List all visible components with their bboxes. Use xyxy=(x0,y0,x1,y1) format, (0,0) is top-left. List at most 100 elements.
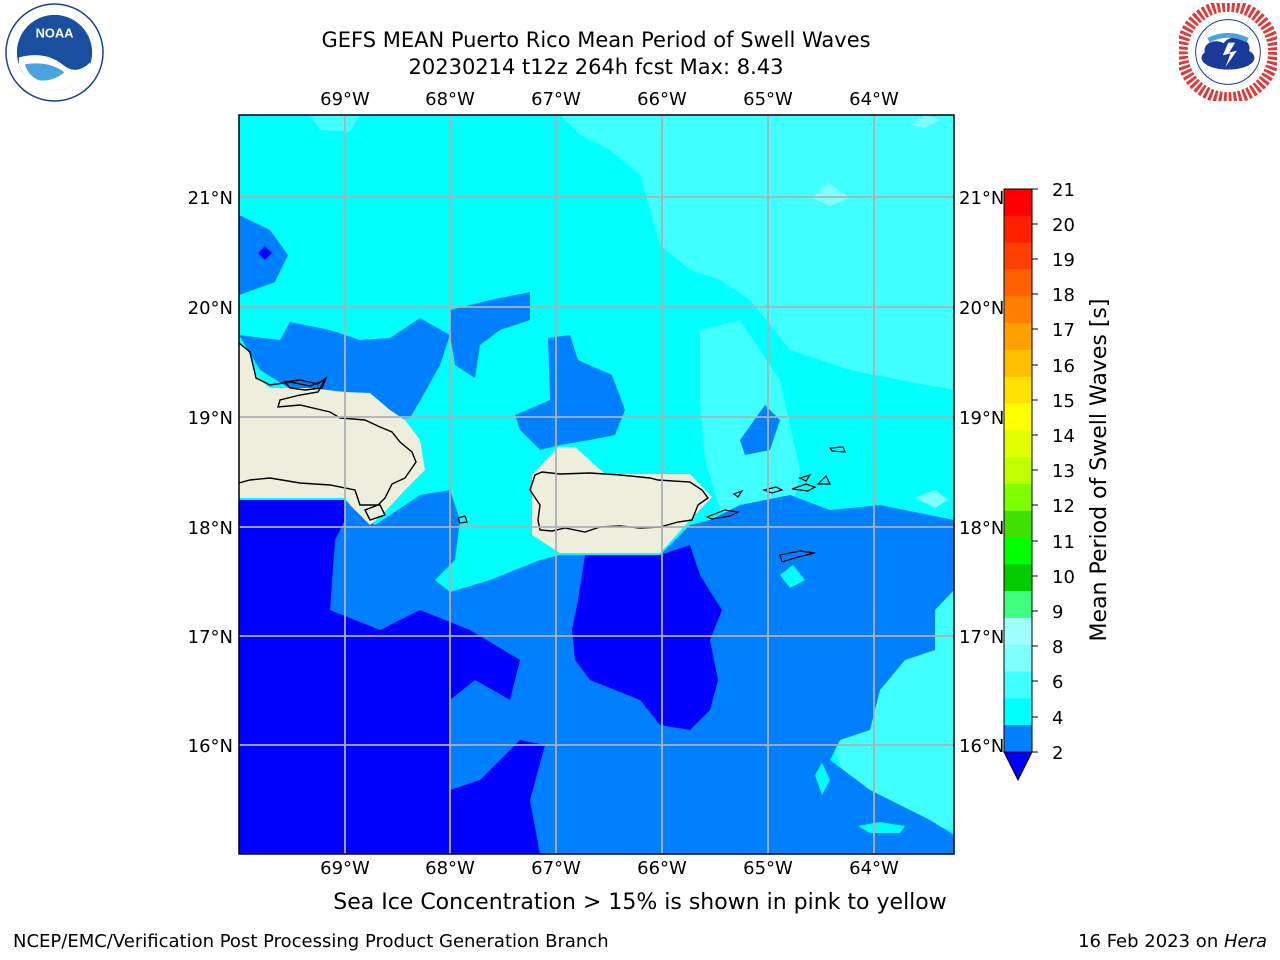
colorbar-tick-label: 19 xyxy=(1052,250,1075,271)
colorbar-tick-label: 6 xyxy=(1052,672,1063,693)
noaa-logo: NOAA xyxy=(5,3,104,102)
lon-label-top: 66°W xyxy=(637,89,687,110)
nws-logo xyxy=(1179,3,1277,101)
colorbar-segment xyxy=(1004,671,1032,699)
colorbar-tick-label: 14 xyxy=(1052,426,1075,447)
sea-ice-note: Sea Ice Concentration > 15% is shown in … xyxy=(333,890,947,915)
colorbar-segment xyxy=(1004,349,1032,378)
lat-label-right: 19°N xyxy=(959,408,1004,429)
colorbar-segment xyxy=(1004,430,1032,458)
colorbar-label: Mean Period of Swell Waves [s] xyxy=(1087,299,1112,642)
colorbar-segment xyxy=(1004,189,1032,217)
vieques-island xyxy=(705,509,740,520)
colorbar-segment xyxy=(1004,296,1032,324)
puerto-rico-coast xyxy=(529,471,709,533)
lat-label-right: 18°N xyxy=(959,518,1004,539)
band-8-9-patch-3 xyxy=(915,490,948,508)
lon-labels: 69°W 68°W 67°W 66°W 65°W 64°W 69°W 68°W … xyxy=(320,89,899,879)
lat-label-left: 19°N xyxy=(188,408,233,429)
hispaniola-north-cape xyxy=(283,375,328,391)
lon-label-bottom: 65°W xyxy=(743,858,793,879)
colorbar-tick-label: 9 xyxy=(1052,602,1063,623)
lat-label-left: 16°N xyxy=(188,736,233,757)
lat-labels: 21°N 20°N 19°N 18°N 17°N 16°N 21°N 20°N … xyxy=(188,188,1005,757)
colorbar-segment xyxy=(1004,510,1032,539)
virgin-islands xyxy=(732,473,831,498)
colorbar-tick-label: 16 xyxy=(1052,356,1075,377)
anegada-island xyxy=(828,446,846,453)
chart-title: GEFS MEAN Puerto Rico Mean Period of Swe… xyxy=(321,28,871,52)
map-gridlines xyxy=(239,115,954,854)
colorbar-tick-label: 10 xyxy=(1052,567,1075,588)
colorbar-segment xyxy=(1004,215,1032,244)
lat-label-right: 16°N xyxy=(959,736,1004,757)
chart-subtitle: 20230214 t12z 264h fcst Max: 8.43 xyxy=(408,55,784,79)
lat-label-right: 17°N xyxy=(959,627,1004,648)
lat-label-right: 21°N xyxy=(959,188,1004,209)
lat-label-left: 20°N xyxy=(188,298,233,319)
lat-label-left: 18°N xyxy=(188,518,233,539)
lon-label-top: 65°W xyxy=(743,89,793,110)
st-croix-island xyxy=(779,550,816,563)
colorbar-segment xyxy=(1004,457,1032,485)
band-6-8-top-strip xyxy=(310,115,360,132)
band-4-6-patch-south-1 xyxy=(780,565,805,588)
colorbar-tick-label: 17 xyxy=(1052,320,1075,341)
colorbar-segment xyxy=(1004,617,1032,646)
colorbar-extend-arrow xyxy=(1003,751,1033,782)
colorbar-tick-label: 15 xyxy=(1052,391,1075,412)
band-4-6-patch-south-2 xyxy=(815,763,830,795)
colorbar-tick-label: 8 xyxy=(1052,637,1063,658)
swell-period-field xyxy=(239,115,954,854)
band-2-4-center-east xyxy=(515,335,625,450)
lon-label-bottom: 69°W xyxy=(320,858,370,879)
colorbar: 21 20 19 18 17 16 15 14 13 12 11 10 9 8 6 4 2 xyxy=(1003,180,1075,782)
colorbar-tick-label: 12 xyxy=(1052,496,1075,517)
lon-label-bottom: 68°W xyxy=(425,858,475,879)
mona-island xyxy=(457,515,468,524)
lon-label-top: 67°W xyxy=(531,89,581,110)
colorbar-segment xyxy=(1004,564,1032,592)
lat-label-right: 20°N xyxy=(959,298,1004,319)
colorbar-segment xyxy=(1004,242,1032,270)
footer-machine: Hera xyxy=(1223,931,1267,952)
colorbar-tick-label: 20 xyxy=(1052,215,1075,236)
lat-label-left: 17°N xyxy=(188,627,233,648)
band-8-9-patch-1 xyxy=(812,183,850,206)
footer-date: 16 Feb 2023 on Hera xyxy=(1078,931,1267,952)
colorbar-segment xyxy=(1004,698,1032,726)
colorbar-tick-label: 4 xyxy=(1052,708,1063,729)
band-6-8-region xyxy=(560,115,954,390)
hispaniola-landmask xyxy=(239,343,425,525)
band-6-8-region-2 xyxy=(700,320,800,530)
colorbar-segment xyxy=(1004,323,1032,351)
map-frame xyxy=(238,114,955,855)
lon-label-bottom: 66°W xyxy=(637,858,687,879)
colorbar-tick-label: 18 xyxy=(1052,285,1075,306)
lon-label-top: 68°W xyxy=(425,89,475,110)
band-below-2-dot-1 xyxy=(258,246,272,260)
colorbar-segment xyxy=(1004,591,1032,619)
colorbar-tick-label: 21 xyxy=(1052,180,1075,201)
band-2-4-center xyxy=(450,292,530,378)
colorbar-tick-label: 2 xyxy=(1052,743,1063,764)
colorbar-segment xyxy=(1004,483,1032,512)
band-below-2-southwest xyxy=(239,500,545,854)
band-below-2-south-central xyxy=(572,545,722,730)
footer-credit: NCEP/EMC/Verification Post Processing Pr… xyxy=(13,931,609,952)
lon-label-top: 69°W xyxy=(320,89,370,110)
colorbar-segment xyxy=(1004,269,1032,297)
colorbar-segment xyxy=(1004,376,1032,404)
band-8-9-patch-2 xyxy=(910,115,940,128)
lon-label-bottom: 67°W xyxy=(531,858,581,879)
lat-label-left: 21°N xyxy=(188,188,233,209)
footer-date-text: 16 Feb 2023 on xyxy=(1078,931,1224,952)
colorbar-segment xyxy=(1004,644,1032,673)
colorbar-tick-label: 13 xyxy=(1052,461,1075,482)
noaa-logo-text: NOAA xyxy=(36,26,74,41)
band-4-6-patch-south-3 xyxy=(858,822,905,833)
colorbar-tick-label: 11 xyxy=(1052,532,1075,553)
colorbar-segment xyxy=(1004,725,1032,753)
lon-label-bottom: 64°W xyxy=(849,858,899,879)
